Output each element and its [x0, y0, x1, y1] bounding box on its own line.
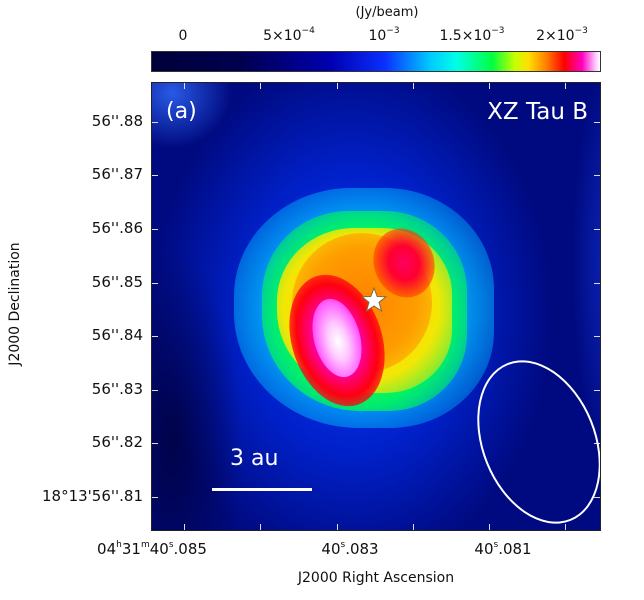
x-tick-bottom	[260, 524, 261, 530]
y-tick-left	[152, 283, 158, 284]
star-icon	[361, 287, 387, 313]
y-tick-label: 56''.87	[91, 165, 143, 183]
x-tick-top	[184, 83, 185, 89]
x-tick-bottom	[489, 524, 490, 530]
x-tick-top	[337, 83, 338, 89]
y-tick-label: 18°13'56''.81	[42, 487, 143, 505]
y-tick-right	[594, 336, 600, 337]
y-axis-label: J2000 Declination	[7, 242, 23, 366]
x-tick-top	[260, 83, 261, 89]
y-tick-right	[594, 175, 600, 176]
y-tick-left	[152, 229, 158, 230]
y-tick-right	[594, 390, 600, 391]
x-tick-top	[489, 83, 490, 89]
x-tick-top	[413, 83, 414, 89]
y-axis-labels: 56''.88 56''.87 56''.86 56''.85 56''.84 …	[0, 0, 143, 600]
y-tick-label: 56''.84	[91, 326, 143, 344]
y-tick-label: 56''.88	[91, 112, 143, 130]
scale-bar-label: 3 au	[230, 446, 279, 471]
y-tick-right	[594, 283, 600, 284]
y-tick-right	[594, 443, 600, 444]
y-tick-label: 56''.83	[91, 380, 143, 398]
x-axis-label: J2000 Right Ascension	[297, 570, 455, 586]
y-tick-label: 56''.82	[91, 433, 143, 451]
y-tick-left	[152, 175, 158, 176]
y-tick-left	[152, 443, 158, 444]
y-tick-left	[152, 390, 158, 391]
y-tick-left	[152, 497, 158, 498]
colorbar-tick-2: 10−3	[368, 26, 400, 45]
colorbar-tick-1: 5×10−4	[263, 26, 315, 45]
colorbar-tick-4: 2×10−3	[536, 26, 588, 45]
y-tick-left	[152, 122, 158, 123]
colorbar-tick-3: 1.5×10−3	[439, 26, 505, 45]
y-tick-right	[594, 229, 600, 230]
scale-bar	[212, 488, 312, 491]
x-tick-bottom	[413, 524, 414, 530]
intensity-map: (a) XZ Tau B 3 au	[151, 82, 601, 531]
y-tick-label: 56''.86	[91, 219, 143, 237]
x-tick-label: 40s.081	[474, 540, 532, 558]
y-tick-label: 56''.85	[91, 273, 143, 291]
colorbar	[151, 51, 601, 72]
panel-label: (a)	[166, 99, 197, 124]
source-name: XZ Tau B	[487, 99, 588, 125]
y-tick-left	[152, 336, 158, 337]
x-tick-label: 40s.083	[321, 540, 379, 558]
colorbar-unit-label: (Jy/beam)	[355, 5, 419, 20]
x-tick-bottom	[184, 524, 185, 530]
x-tick-bottom	[565, 524, 566, 530]
x-tick-bottom	[337, 524, 338, 530]
colorbar-tick-0: 0	[178, 28, 188, 44]
x-tick-top	[565, 83, 566, 89]
x-tick-label: 04h31m40s.085	[97, 540, 207, 558]
y-tick-right	[594, 497, 600, 498]
y-tick-right	[594, 122, 600, 123]
